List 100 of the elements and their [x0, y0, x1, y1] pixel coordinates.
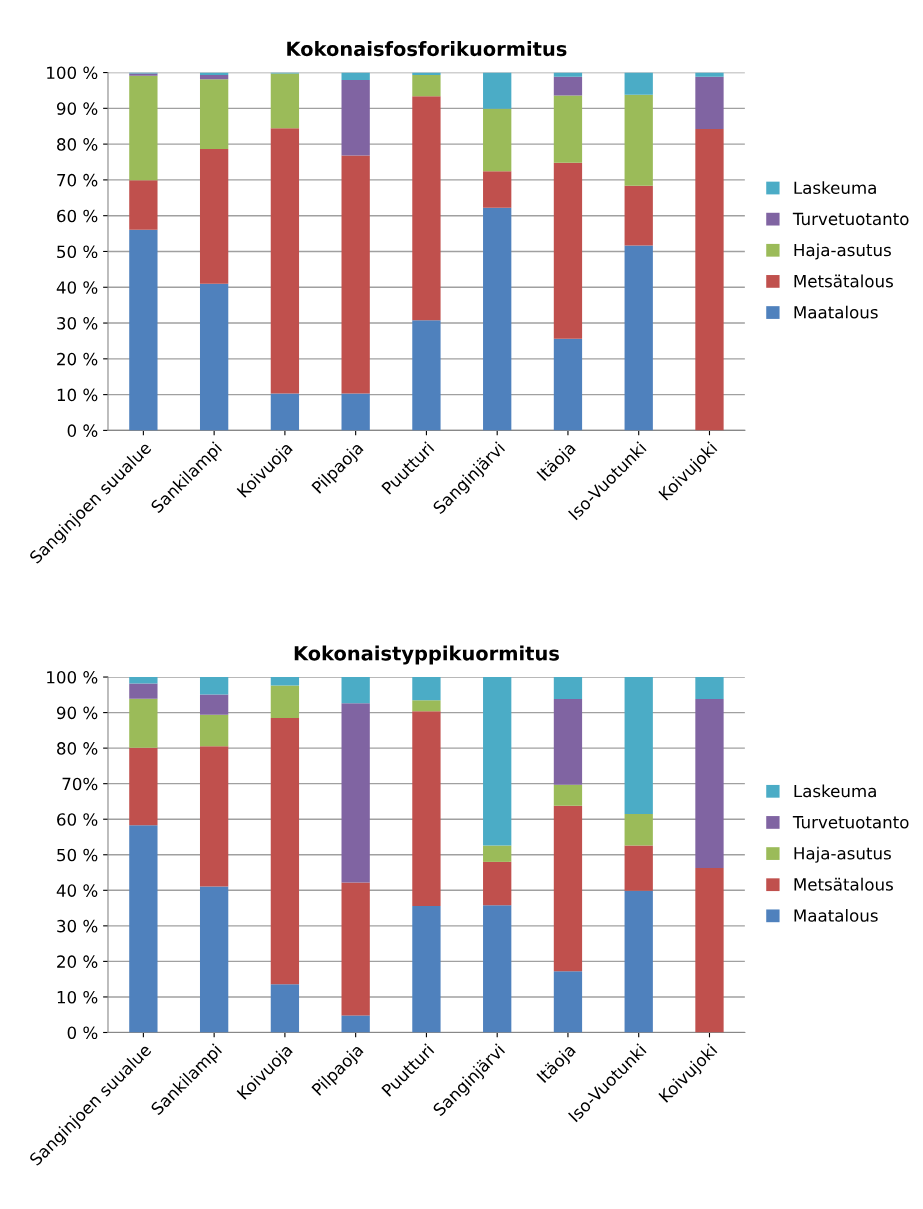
bar [553, 95, 583, 163]
chart-title: Kokonaistyppikuormitus [294, 645, 559, 665]
bar [199, 677, 229, 695]
bar [129, 180, 158, 230]
bar [412, 905, 441, 1033]
bar [483, 171, 512, 208]
y-tick-label: 90 % [56, 706, 98, 720]
bar [199, 149, 229, 284]
bar [199, 746, 229, 887]
bar [341, 677, 370, 704]
y-tick-label: 100 % [47, 671, 98, 684]
y-tick-label: 0 % [67, 1026, 98, 1040]
bar [483, 861, 512, 906]
y-tick-label: 50 % [57, 848, 98, 862]
y-tick-label: 0 % [67, 424, 98, 437]
chart-title: Kokonaisfosforikuormitus [287, 41, 567, 57]
bar [483, 845, 512, 862]
bar [129, 677, 158, 684]
bar [412, 711, 441, 906]
y-tick-label: 60 % [57, 813, 98, 826]
bar [341, 882, 370, 1016]
bar [624, 185, 653, 246]
bar [624, 845, 653, 891]
legend-label: Turvetuotanto [792, 212, 909, 226]
bar [695, 72, 724, 77]
bar [341, 1015, 370, 1033]
bar [129, 229, 158, 431]
bar [129, 747, 158, 826]
bar [624, 890, 653, 1033]
bar [553, 784, 583, 806]
bar [129, 683, 158, 699]
bar [199, 886, 229, 1033]
bar [412, 75, 441, 97]
y-tick-label: 40 % [56, 884, 98, 897]
bar [270, 717, 300, 985]
y-tick-label: 100 % [47, 66, 98, 80]
y-tick-label: 10 % [57, 388, 98, 402]
legend-label: Laskeuma [794, 784, 876, 798]
bar [199, 283, 229, 431]
bar [553, 76, 583, 96]
legend-label: Laskeuma [794, 181, 876, 195]
bar [199, 694, 229, 715]
legend-label: Maatalous [794, 908, 878, 922]
y-tick-label: 60 % [57, 209, 98, 223]
bar [341, 80, 370, 156]
y-tick-label: 70 % [57, 173, 98, 187]
bar [412, 700, 441, 712]
bar [270, 128, 300, 394]
bar [129, 75, 158, 181]
bar [553, 677, 583, 700]
bar [199, 79, 229, 150]
legend-label: Metsätalous [794, 274, 893, 288]
y-tick-label: 30 % [57, 317, 98, 330]
bar [129, 698, 158, 748]
bar [553, 338, 583, 431]
bar [341, 72, 370, 81]
bar [270, 393, 300, 431]
bar [270, 984, 300, 1033]
bar [270, 677, 300, 686]
bar [270, 73, 300, 129]
y-tick-label: 80 % [57, 742, 98, 755]
bar [553, 162, 583, 339]
bar [483, 207, 512, 431]
bar [624, 94, 653, 186]
bar [695, 76, 724, 130]
bar [695, 129, 724, 431]
legend-label: Metsätalous [794, 877, 893, 891]
y-tick-label: 50 % [57, 245, 98, 259]
bar [483, 108, 512, 172]
bar [624, 677, 653, 814]
y-tick-label: 90 % [56, 102, 98, 115]
bar [199, 75, 229, 80]
bar [129, 825, 158, 1033]
y-tick-label: 20 % [57, 352, 98, 366]
legend-label: Turvetuotanto [792, 816, 909, 829]
y-tick-label: 80 % [57, 138, 98, 151]
bar [624, 245, 653, 431]
y-tick-label: 30 % [57, 919, 98, 933]
y-tick-label: 40 % [56, 281, 98, 294]
bar [341, 155, 370, 394]
bar [483, 905, 512, 1033]
bar [270, 685, 300, 718]
bar [695, 699, 724, 868]
bar [553, 699, 583, 785]
bar [624, 72, 653, 95]
legend-label: Haja-asutus [794, 243, 891, 260]
bar [483, 72, 512, 109]
bar [199, 714, 229, 747]
bar [341, 393, 370, 431]
bar [695, 677, 724, 700]
legend-label: Maatalous [794, 305, 878, 319]
bar [553, 971, 583, 1033]
bar [695, 867, 724, 1033]
legend-label: Haja-asutus [794, 846, 891, 863]
bar [412, 96, 441, 321]
y-tick-label: 10 % [57, 990, 98, 1004]
y-tick-label: 20 % [57, 955, 98, 968]
bar [412, 320, 441, 431]
bar [624, 813, 653, 846]
bar [553, 72, 583, 77]
